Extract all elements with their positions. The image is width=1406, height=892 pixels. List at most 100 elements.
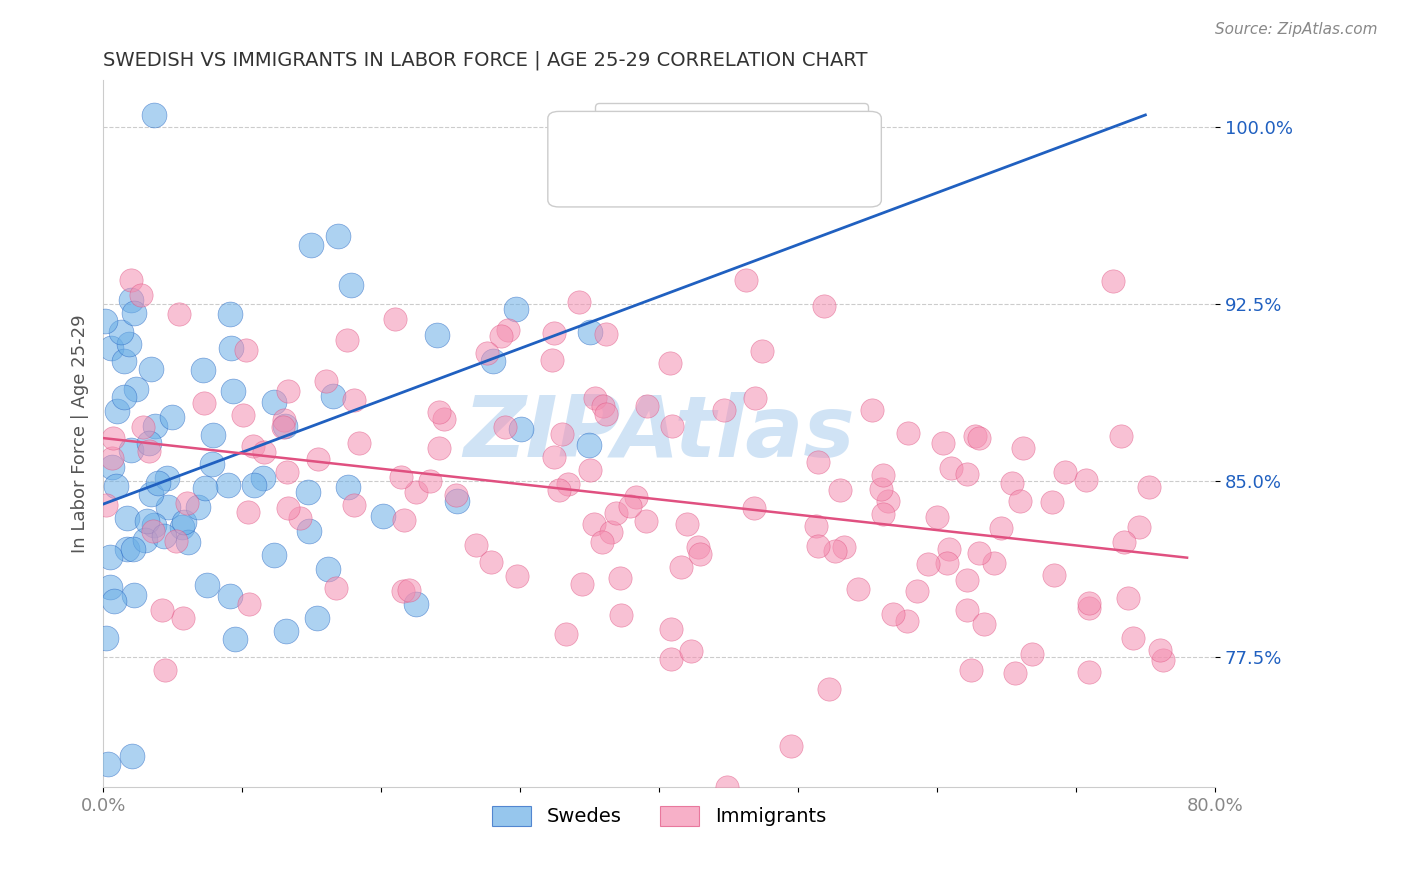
Immigrants — [973, 617, 995, 632]
Immigrants — [1112, 535, 1135, 549]
Swedes — [139, 362, 162, 376]
Swedes — [252, 470, 274, 484]
Immigrants — [489, 329, 512, 343]
Swedes — [160, 409, 183, 424]
Swedes — [110, 325, 132, 339]
Swedes — [112, 390, 135, 404]
Immigrants — [897, 425, 920, 440]
Immigrants — [828, 483, 851, 497]
Swedes — [155, 471, 177, 485]
Immigrants — [336, 333, 359, 347]
Swedes — [122, 306, 145, 320]
Swedes — [326, 228, 349, 243]
Swedes — [134, 533, 156, 547]
Immigrants — [540, 352, 562, 367]
Swedes — [98, 580, 121, 594]
Swedes — [118, 337, 141, 351]
Swedes — [139, 487, 162, 501]
Text: SWEDISH VS IMMIGRANTS IN LABOR FORCE | AGE 25-29 CORRELATION CHART: SWEDISH VS IMMIGRANTS IN LABOR FORCE | A… — [103, 51, 868, 70]
Immigrants — [1008, 493, 1031, 508]
Immigrants — [479, 555, 502, 569]
Swedes — [115, 541, 138, 556]
Immigrants — [591, 534, 613, 549]
Immigrants — [150, 602, 173, 616]
Text: ZIPAtlas: ZIPAtlas — [463, 392, 855, 475]
Immigrants — [1054, 465, 1077, 479]
Swedes — [122, 541, 145, 556]
Immigrants — [276, 465, 298, 479]
Immigrants — [172, 611, 194, 625]
Immigrants — [592, 399, 614, 413]
Immigrants — [1137, 480, 1160, 494]
Swedes — [337, 480, 360, 494]
Swedes — [510, 422, 533, 436]
Swedes — [195, 578, 218, 592]
Swedes — [219, 341, 242, 355]
Swedes — [121, 748, 143, 763]
Immigrants — [806, 519, 828, 533]
Immigrants — [669, 560, 692, 574]
Immigrants — [506, 569, 529, 583]
Immigrants — [659, 356, 682, 370]
Immigrants — [238, 597, 260, 611]
Immigrants — [176, 496, 198, 510]
Swedes — [298, 524, 321, 539]
Immigrants — [142, 524, 165, 538]
Swedes — [136, 514, 159, 528]
Immigrants — [582, 517, 605, 532]
Swedes — [94, 631, 117, 645]
Swedes — [138, 436, 160, 450]
Immigrants — [780, 739, 803, 753]
Immigrants — [676, 516, 699, 531]
Immigrants — [273, 413, 295, 427]
Immigrants — [271, 420, 294, 434]
Swedes — [120, 293, 142, 307]
Immigrants — [343, 498, 366, 512]
Swedes — [157, 500, 180, 514]
Immigrants — [595, 327, 617, 342]
Immigrants — [716, 780, 738, 794]
Immigrants — [751, 344, 773, 359]
Swedes — [187, 500, 209, 514]
Immigrants — [169, 308, 191, 322]
Immigrants — [444, 487, 467, 501]
Immigrants — [1078, 600, 1101, 615]
Immigrants — [392, 583, 415, 598]
Swedes — [93, 314, 115, 328]
Immigrants — [817, 682, 839, 697]
Immigrants — [129, 287, 152, 301]
Immigrants — [101, 451, 124, 466]
Immigrants — [232, 408, 254, 422]
Swedes — [263, 394, 285, 409]
Legend: Swedes, Immigrants: Swedes, Immigrants — [484, 798, 834, 834]
Immigrants — [659, 622, 682, 636]
Swedes — [297, 484, 319, 499]
Immigrants — [315, 375, 337, 389]
Swedes — [318, 562, 340, 576]
Immigrants — [595, 407, 617, 421]
Swedes — [322, 389, 344, 403]
Swedes — [299, 237, 322, 252]
Immigrants — [568, 294, 591, 309]
Immigrants — [557, 477, 579, 491]
Swedes — [695, 172, 717, 186]
Swedes — [263, 548, 285, 562]
Immigrants — [427, 405, 450, 419]
Swedes — [107, 404, 129, 418]
Swedes — [273, 419, 295, 434]
Immigrants — [475, 346, 498, 360]
Immigrants — [925, 509, 948, 524]
Immigrants — [405, 485, 427, 500]
Immigrants — [905, 583, 928, 598]
Immigrants — [963, 429, 986, 443]
Swedes — [371, 509, 394, 524]
Immigrants — [236, 505, 259, 519]
Immigrants — [277, 501, 299, 516]
Immigrants — [870, 482, 893, 496]
Immigrants — [94, 498, 117, 512]
Swedes — [142, 518, 165, 533]
Immigrants — [990, 521, 1012, 535]
Immigrants — [1128, 520, 1150, 534]
Swedes — [125, 382, 148, 396]
Swedes — [201, 458, 224, 472]
